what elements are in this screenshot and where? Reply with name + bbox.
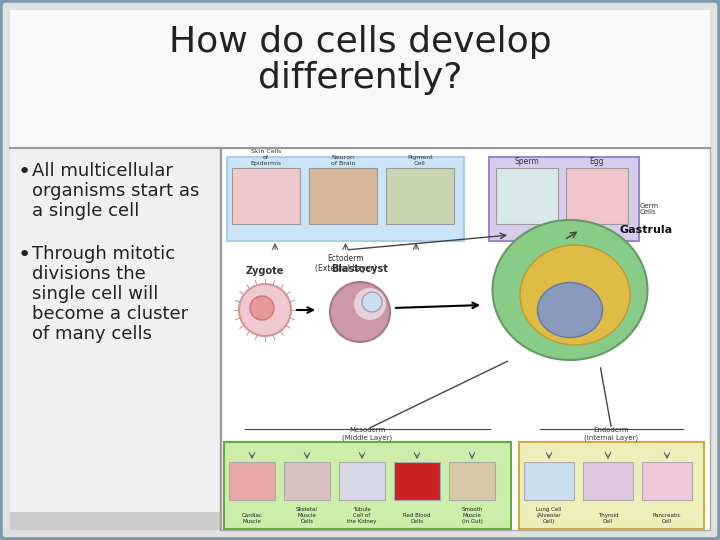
Text: Zygote: Zygote xyxy=(246,266,284,276)
Text: Gastrula: Gastrula xyxy=(620,225,673,235)
Bar xyxy=(232,168,300,224)
FancyBboxPatch shape xyxy=(519,442,704,529)
Bar xyxy=(566,168,628,224)
Text: Skeletal
Muscle
Cells: Skeletal Muscle Cells xyxy=(296,508,318,524)
Text: All multicellular: All multicellular xyxy=(32,162,173,180)
Circle shape xyxy=(239,284,291,336)
Bar xyxy=(394,462,440,500)
Text: a single cell: a single cell xyxy=(32,202,140,220)
Text: become a cluster: become a cluster xyxy=(32,305,188,323)
Text: Neuron
of Brain: Neuron of Brain xyxy=(330,155,355,166)
FancyBboxPatch shape xyxy=(224,442,511,529)
Text: Skin Cells
of
Epidermis: Skin Cells of Epidermis xyxy=(251,150,282,166)
Text: organisms start as: organisms start as xyxy=(32,182,199,200)
Text: Red Blood
Cells: Red Blood Cells xyxy=(403,513,431,524)
Ellipse shape xyxy=(520,245,630,345)
Text: Germ
Cells: Germ Cells xyxy=(640,202,659,215)
Ellipse shape xyxy=(492,220,647,360)
Bar xyxy=(524,462,574,500)
Circle shape xyxy=(250,296,274,320)
Text: •: • xyxy=(18,245,31,265)
Text: Sperm: Sperm xyxy=(515,157,539,166)
Ellipse shape xyxy=(538,282,603,338)
Bar xyxy=(386,168,454,224)
Text: Pancreatic
Cell: Pancreatic Cell xyxy=(653,513,681,524)
Text: differently?: differently? xyxy=(258,61,462,95)
Bar xyxy=(10,512,220,530)
Bar xyxy=(221,148,710,530)
Text: Egg: Egg xyxy=(590,157,604,166)
Text: of many cells: of many cells xyxy=(32,325,152,343)
Text: Cardiac
Muscle: Cardiac Muscle xyxy=(242,513,262,524)
FancyBboxPatch shape xyxy=(227,157,464,241)
Bar xyxy=(10,148,220,530)
Bar xyxy=(10,10,710,148)
Text: Smooth
Muscle
(in Gut): Smooth Muscle (in Gut) xyxy=(462,508,482,524)
Text: divisions the: divisions the xyxy=(32,265,145,283)
Text: Thyroid
Cell: Thyroid Cell xyxy=(598,513,618,524)
Text: Endoderm
(Internal Layer): Endoderm (Internal Layer) xyxy=(585,428,639,441)
Bar xyxy=(583,462,633,500)
Circle shape xyxy=(362,292,382,312)
Bar xyxy=(449,462,495,500)
Bar xyxy=(309,168,377,224)
Bar xyxy=(642,462,692,500)
Text: Blastocyst: Blastocyst xyxy=(332,264,388,274)
Text: •: • xyxy=(18,162,31,182)
Bar xyxy=(496,168,558,224)
Text: single cell will: single cell will xyxy=(32,285,158,303)
Circle shape xyxy=(354,288,386,320)
Text: Ectoderm
(External Layer): Ectoderm (External Layer) xyxy=(315,254,377,273)
Text: How do cells develop: How do cells develop xyxy=(168,25,552,59)
Text: Lung Cell
(Alveolar
Cell): Lung Cell (Alveolar Cell) xyxy=(536,508,562,524)
Text: Mesoderm
(Middle Layer): Mesoderm (Middle Layer) xyxy=(343,428,392,441)
FancyBboxPatch shape xyxy=(489,157,639,241)
Text: Through mitotic: Through mitotic xyxy=(32,245,175,263)
Circle shape xyxy=(330,282,390,342)
Bar xyxy=(339,462,385,500)
Text: Tubule
Cell of
the Kidney: Tubule Cell of the Kidney xyxy=(347,508,377,524)
Bar xyxy=(284,462,330,500)
Bar xyxy=(229,462,275,500)
Text: Pigment
Cell: Pigment Cell xyxy=(407,155,433,166)
